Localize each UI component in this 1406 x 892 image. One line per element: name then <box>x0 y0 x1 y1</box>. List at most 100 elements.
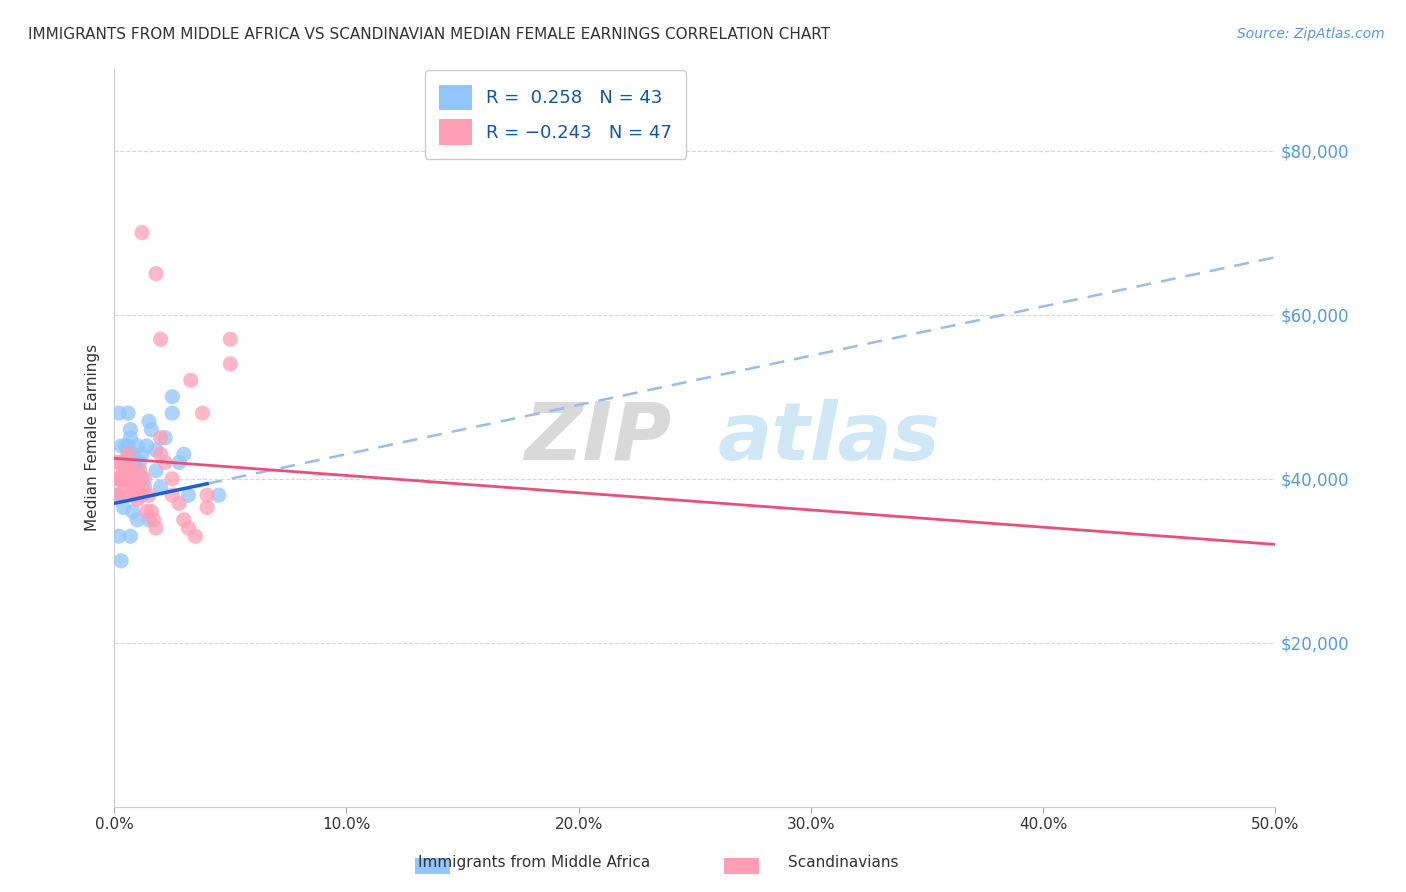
Point <box>127 439 149 453</box>
FancyBboxPatch shape <box>415 858 450 874</box>
Point <box>114 455 136 469</box>
Point <box>117 406 139 420</box>
Point <box>162 488 184 502</box>
Point <box>120 464 142 478</box>
Text: atlas: atlas <box>718 399 941 476</box>
Legend: R =  0.258   N = 43, R = −0.243   N = 47: R = 0.258 N = 43, R = −0.243 N = 47 <box>425 70 686 159</box>
Point <box>195 488 218 502</box>
Point <box>134 480 156 494</box>
Point <box>141 505 163 519</box>
Point <box>120 529 142 543</box>
Point <box>149 332 172 346</box>
Point <box>195 500 218 515</box>
Point <box>124 472 146 486</box>
Point <box>105 488 128 502</box>
Point <box>173 447 195 461</box>
Point <box>112 472 135 486</box>
Point <box>167 455 190 469</box>
Point <box>124 472 146 486</box>
Point <box>117 447 139 461</box>
Point <box>124 455 146 469</box>
Point <box>145 443 167 458</box>
Point <box>131 226 153 240</box>
Point <box>191 406 214 420</box>
Point <box>112 484 135 499</box>
Point <box>105 472 128 486</box>
Point <box>108 488 131 502</box>
Point <box>120 488 142 502</box>
FancyBboxPatch shape <box>724 858 759 874</box>
Point <box>121 505 143 519</box>
Point <box>124 488 146 502</box>
Point <box>149 431 172 445</box>
Point <box>167 496 190 510</box>
Point <box>121 480 143 494</box>
Point <box>114 439 136 453</box>
Point <box>121 447 143 461</box>
Point <box>105 488 128 502</box>
Point <box>108 529 131 543</box>
Point <box>112 464 135 478</box>
Point <box>110 472 132 486</box>
Point <box>117 439 139 453</box>
Point <box>127 513 149 527</box>
Point <box>177 488 200 502</box>
Point <box>155 431 177 445</box>
Point <box>127 480 149 494</box>
Point <box>105 455 128 469</box>
Y-axis label: Median Female Earnings: Median Female Earnings <box>86 344 100 532</box>
Point <box>131 447 153 461</box>
Point <box>131 472 153 486</box>
Point <box>219 357 242 371</box>
Point <box>162 406 184 420</box>
Point <box>131 488 153 502</box>
Point <box>117 472 139 486</box>
Point <box>138 414 160 428</box>
Text: Source: ZipAtlas.com: Source: ZipAtlas.com <box>1237 27 1385 41</box>
Point <box>127 492 149 507</box>
Text: IMMIGRANTS FROM MIDDLE AFRICA VS SCANDINAVIAN MEDIAN FEMALE EARNINGS CORRELATION: IMMIGRANTS FROM MIDDLE AFRICA VS SCANDIN… <box>28 27 831 42</box>
Point <box>110 472 132 486</box>
Point <box>134 472 156 486</box>
Point <box>114 464 136 478</box>
Point <box>142 513 165 527</box>
Text: Immigrants from Middle Africa: Immigrants from Middle Africa <box>418 855 651 870</box>
Point <box>135 505 157 519</box>
Point <box>120 431 142 445</box>
Point <box>135 439 157 453</box>
Text: ZIP: ZIP <box>524 399 672 476</box>
Point <box>128 455 150 469</box>
Point <box>155 455 177 469</box>
Point <box>177 521 200 535</box>
Point <box>145 464 167 478</box>
Point <box>117 447 139 461</box>
Point <box>110 554 132 568</box>
Point <box>120 423 142 437</box>
Point <box>219 332 242 346</box>
Point <box>149 447 172 461</box>
Point <box>108 406 131 420</box>
Point <box>180 373 202 387</box>
Point <box>145 521 167 535</box>
Point <box>114 480 136 494</box>
Point <box>145 267 167 281</box>
Point <box>121 459 143 474</box>
Point <box>110 455 132 469</box>
Point <box>138 488 160 502</box>
Point <box>127 464 149 478</box>
Point <box>149 480 172 494</box>
Point <box>173 513 195 527</box>
Point <box>112 500 135 515</box>
Point <box>184 529 207 543</box>
Point <box>141 423 163 437</box>
Point <box>128 464 150 478</box>
Point <box>208 488 231 502</box>
Point <box>131 480 153 494</box>
Text: Scandinavians: Scandinavians <box>789 855 898 870</box>
Point <box>162 390 184 404</box>
Point <box>108 472 131 486</box>
Point <box>121 464 143 478</box>
Point <box>162 472 184 486</box>
Point <box>110 439 132 453</box>
Point <box>138 513 160 527</box>
